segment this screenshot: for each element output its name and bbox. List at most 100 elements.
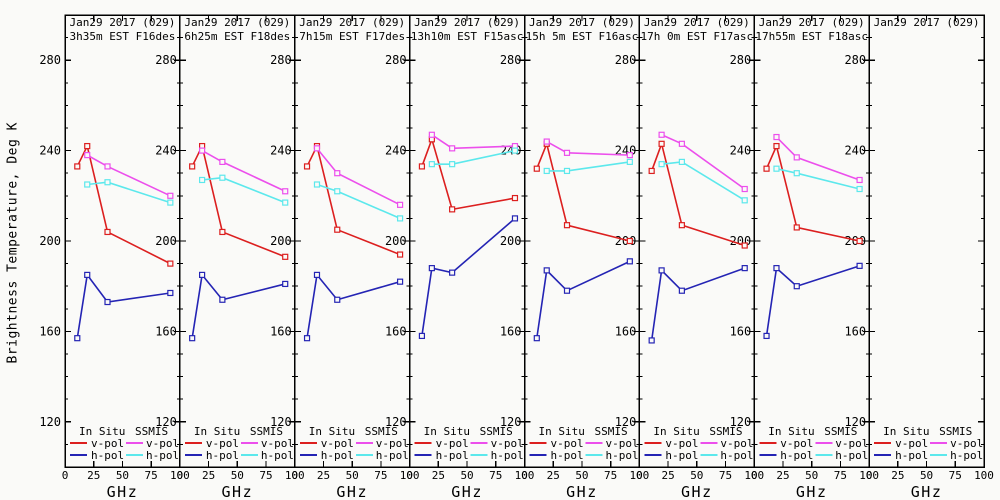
y-tick-label: 280 [844,53,866,67]
legend-label-hpol: h-pol [551,449,584,462]
series-marker-cyan [658,161,665,168]
series-marker-blue [219,296,226,303]
legend-header-insitu: In Situ [539,425,585,438]
x-tick-label: 0 [177,469,184,482]
y-tick-label: 200 [155,234,177,248]
series-line-blue [191,273,286,339]
x-tick-label: 75 [949,469,962,482]
series-marker-red [648,167,655,175]
series-marker-blue [167,289,174,297]
series-marker-blue [658,267,665,274]
series-marker-magenta [313,145,321,152]
legend-label-hpol: h-pol [720,449,753,462]
series-marker-red [303,163,311,170]
legend-header-insitu: In Situ [653,425,699,438]
x-tick-label: 25 [661,469,674,482]
series-marker-magenta [678,140,685,147]
series-marker-cyan [741,197,748,204]
panel-title-date: Jan29 2017 (029) [414,16,520,29]
legend-label-hpol: h-pol [376,449,409,462]
x-tick-label: 25 [317,469,330,482]
series-marker-red [626,237,633,245]
panel-title-date: Jan29 2017 (029) [644,16,750,29]
panel-title-pass: 3h35m EST F16des [69,30,175,43]
series-marker-magenta [199,147,206,154]
series-marker-cyan [167,199,174,206]
legend-header-insitu: In Situ [79,425,125,438]
series-line-blue [650,267,745,341]
x-tick-label: 0 [751,469,758,482]
x-tick-label: 25 [776,469,789,482]
series-marker-red [563,222,571,229]
x-tick-label: 100 [744,469,764,482]
panel-title-date: Jan29 2017 (029) [184,16,290,29]
y-tick-label-outer: 160 [39,324,61,338]
series-marker-blue [104,298,111,306]
x-tick-label: 75 [604,469,617,482]
series-marker-red [396,251,404,258]
legend-label-vpol: v-pol [261,437,294,450]
series-marker-blue [428,265,435,272]
y-tick-label: 280 [500,53,522,67]
panel-title-date: Jan29 2017 (029) [759,16,865,29]
y-tick-label: 200 [270,234,292,248]
legend-label-vpol: v-pol [491,437,524,450]
series-marker-cyan [282,199,289,206]
series-marker-blue [189,335,196,342]
series-line-cyan [546,161,630,172]
legend-label-hpol: h-pol [895,449,928,462]
series-marker-blue [773,265,780,272]
x-tick-label: 0 [62,469,69,482]
series-marker-blue [533,335,540,342]
legend-label-vpol: v-pol [436,437,469,450]
series-marker-blue [303,335,311,342]
legend-label-hpol: h-pol [436,449,469,462]
legend-header-ssmis: SSMIS [250,425,283,438]
series-marker-red [763,165,770,172]
y-tick-label: 160 [155,324,177,338]
series-marker-magenta [741,185,748,193]
series-marker-magenta [793,154,800,161]
panel-frame [868,14,985,468]
y-tick-label: 160 [270,324,292,338]
series-line-red [421,136,516,211]
y-tick-label: 280 [615,53,637,67]
x-tick-label: 75 [145,469,158,482]
series-marker-red [189,163,196,170]
legend-label-hpol: h-pol [491,449,524,462]
x-tick-label: 100 [285,469,305,482]
panel-title-date: Jan29 2017 (029) [299,16,405,29]
panel-title-date: Jan29 2017 (029) [69,16,175,29]
y-tick-label: 160 [615,324,637,338]
x-tick-label: 0 [521,469,528,482]
y-tick-label: 120 [385,415,407,429]
series-marker-magenta [773,133,780,141]
legend-header-ssmis: SSMIS [365,425,398,438]
series-line-blue [421,217,516,337]
series-marker-blue [856,262,863,269]
series-marker-cyan [219,174,226,181]
panel-title-date: Jan29 2017 (029) [874,16,980,29]
y-tick-label: 160 [844,324,866,338]
x-tick-label: 0 [636,469,643,482]
series-line-cyan [776,167,860,190]
y-tick-label: 160 [730,324,752,338]
series-marker-magenta [428,131,435,138]
x-tick-label: 50 [805,469,818,482]
legend-header-insitu: In Situ [309,425,355,438]
y-tick-label-outer: 240 [39,144,61,158]
series-marker-blue [313,271,321,278]
panel-title-pass: 13h10m EST F15asc [411,30,524,43]
legend-header-ssmis: SSMIS [135,425,168,438]
panel-title-pass: 17h 0m EST F17asc [641,30,754,43]
series-marker-blue [763,332,770,340]
series-marker-magenta [104,163,111,170]
x-tick-label: 100 [170,469,190,482]
y-tick-label: 240 [155,144,177,158]
legend-header-ssmis: SSMIS [595,425,628,438]
legend-label-hpol: h-pol [780,449,813,462]
y-tick-label-outer: 280 [39,53,61,67]
y-tick-label: 120 [270,415,292,429]
series-marker-magenta [167,192,174,199]
series-line-red [536,141,631,242]
